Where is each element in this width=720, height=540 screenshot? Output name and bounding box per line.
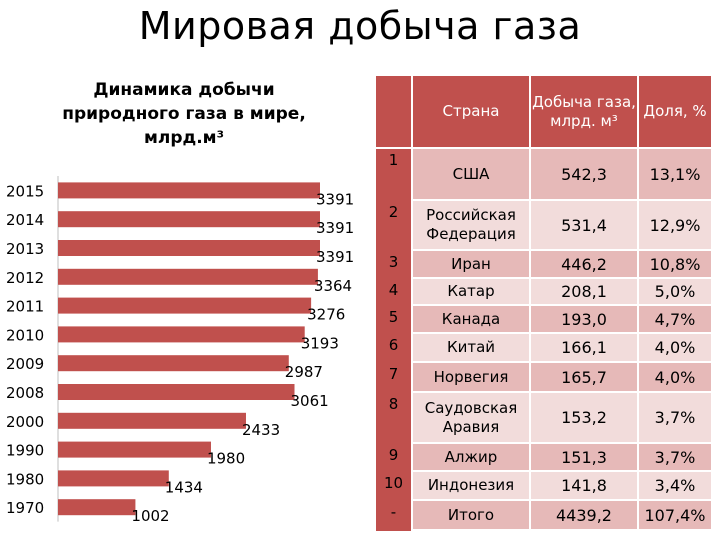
data-label-2014: 3391 xyxy=(316,219,354,237)
row-5-rank: 5 xyxy=(376,306,411,334)
row-8-share: 3,7% xyxy=(639,393,711,442)
bar-2012 xyxy=(58,268,318,285)
row-3-country: Иран xyxy=(413,251,529,277)
data-label-2009: 2987 xyxy=(285,363,323,381)
bar-2008 xyxy=(58,384,295,400)
data-label-2000: 2433 xyxy=(242,421,280,439)
data-label-2012: 3364 xyxy=(314,277,352,295)
chart-title-line-3: млрд.м³ xyxy=(143,128,225,148)
row-1-country: США xyxy=(413,149,529,199)
row-2-share: 12,9% xyxy=(639,201,711,249)
header-rank xyxy=(376,76,411,147)
row-2-country: Российская Федерация xyxy=(413,201,529,249)
chart-title-line-1: Динамика добычи xyxy=(93,80,275,100)
bar-2014 xyxy=(58,211,320,228)
bar-2013 xyxy=(58,240,320,256)
header-share: Доля, % xyxy=(639,76,711,147)
row-1-rank: 1 xyxy=(376,149,411,201)
tick-label-2013: 2013 xyxy=(6,240,44,258)
tick-label-1980: 1980 xyxy=(6,470,44,488)
bar-1980 xyxy=(58,470,169,487)
row-9-share: 3,7% xyxy=(639,444,711,470)
tick-label-2011: 2011 xyxy=(6,298,44,316)
data-label-1990: 1980 xyxy=(207,450,245,468)
slide-title: Мировая добыча газа xyxy=(138,4,582,48)
header-production: Добыча газа, млрд. м³ xyxy=(531,76,637,147)
row-7-share: 4,0% xyxy=(639,363,711,391)
bar-2009 xyxy=(58,355,289,372)
tick-label-2015: 2015 xyxy=(6,182,44,200)
row-7-production: 165,7 xyxy=(531,363,637,391)
row-5-production: 193,0 xyxy=(531,306,637,332)
tick-label-2010: 2010 xyxy=(6,326,44,344)
row-6-rank: 6 xyxy=(376,334,411,363)
row-6-share: 4,0% xyxy=(639,334,711,361)
row-11-production: 4439,2 xyxy=(531,501,637,529)
row-4-rank: 4 xyxy=(376,279,411,306)
row-10-country: Индонезия xyxy=(413,472,529,499)
bar-2000 xyxy=(58,412,246,429)
tick-label-1970: 1970 xyxy=(6,499,44,517)
row-3-share: 10,8% xyxy=(639,251,711,277)
tick-label-2008: 2008 xyxy=(6,384,44,402)
tick-label-2014: 2014 xyxy=(6,211,44,229)
row-6-production: 166,1 xyxy=(531,334,637,361)
row-6-country: Китай xyxy=(413,334,529,361)
row-8-country: Саудовская Аравия xyxy=(413,393,529,442)
row-10-production: 141,8 xyxy=(531,472,637,499)
bar-1990 xyxy=(58,441,211,458)
row-8-production: 153,2 xyxy=(531,393,637,442)
row-11-share: 107,4% xyxy=(639,501,711,529)
data-label-2010: 3193 xyxy=(301,334,339,352)
row-4-share: 5,0% xyxy=(639,279,711,304)
row-8-rank: 8 xyxy=(376,393,411,444)
data-label-1970: 1002 xyxy=(131,507,169,525)
row-1-share: 13,1% xyxy=(639,149,711,199)
tick-label-1990: 1990 xyxy=(6,442,44,460)
row-5-share: 4,7% xyxy=(639,306,711,332)
row-9-country: Алжир xyxy=(413,444,529,470)
bar-1970 xyxy=(58,499,136,516)
header-country: Страна xyxy=(413,76,529,147)
row-11-rank: - xyxy=(376,501,411,531)
tick-label-2009: 2009 xyxy=(6,355,44,373)
row-11-country: Итого xyxy=(413,501,529,529)
row-1-production: 542,3 xyxy=(531,149,637,199)
tick-label-2000: 2000 xyxy=(6,413,44,431)
row-3-rank: 3 xyxy=(376,251,411,279)
bar-chart: 2015 3391 2014 3391 2013 3391 2012 3364 2011 3276… xyxy=(6,176,354,525)
row-7-country: Норвегия xyxy=(413,363,529,391)
row-4-country: Катар xyxy=(413,279,529,304)
bar-2015 xyxy=(58,182,320,199)
data-label-2015: 3391 xyxy=(316,190,354,208)
row-7-rank: 7 xyxy=(376,363,411,393)
row-2-production: 531,4 xyxy=(531,201,637,249)
tick-label-2012: 2012 xyxy=(6,269,44,287)
data-label-2013: 3391 xyxy=(316,248,354,266)
row-5-country: Канада xyxy=(413,306,529,332)
chart-title: Динамика добычи природного газа в мире, … xyxy=(54,78,314,150)
bar-2010 xyxy=(58,326,305,343)
chart-title-line-2: природного газа в мире, xyxy=(62,104,306,124)
bar-2011 xyxy=(58,297,312,314)
data-label-2011: 3276 xyxy=(307,306,345,324)
row-9-production: 151,3 xyxy=(531,444,637,470)
row-2-rank: 2 xyxy=(376,201,411,251)
row-10-share: 3,4% xyxy=(639,472,711,499)
row-3-production: 446,2 xyxy=(531,251,637,277)
row-9-rank: 9 xyxy=(376,444,411,472)
row-10-rank: 10 xyxy=(376,472,411,501)
data-label-2008: 3061 xyxy=(291,392,329,410)
data-label-1980: 1434 xyxy=(165,478,203,496)
row-4-production: 208,1 xyxy=(531,279,637,304)
